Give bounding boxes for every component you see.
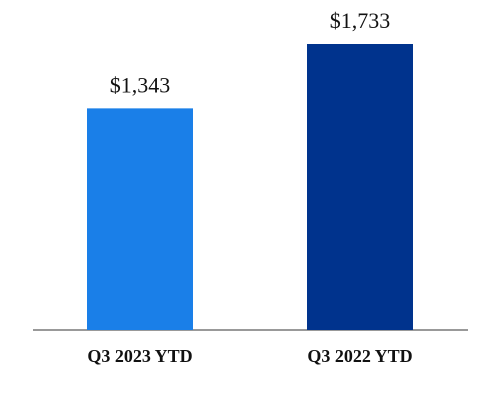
category-label-1: Q3 2023 YTD xyxy=(87,346,192,366)
category-labels-group: Q3 2023 YTD Q3 2022 YTD xyxy=(87,346,412,366)
category-label-2: Q3 2022 YTD xyxy=(307,346,412,366)
value-labels-group: $1,343 $1,733 xyxy=(110,8,391,97)
bars-group xyxy=(87,44,413,330)
bar-1 xyxy=(87,108,193,330)
value-label-2: $1,733 xyxy=(330,8,391,33)
value-label-1: $1,343 xyxy=(110,72,171,97)
bar-2 xyxy=(307,44,413,330)
